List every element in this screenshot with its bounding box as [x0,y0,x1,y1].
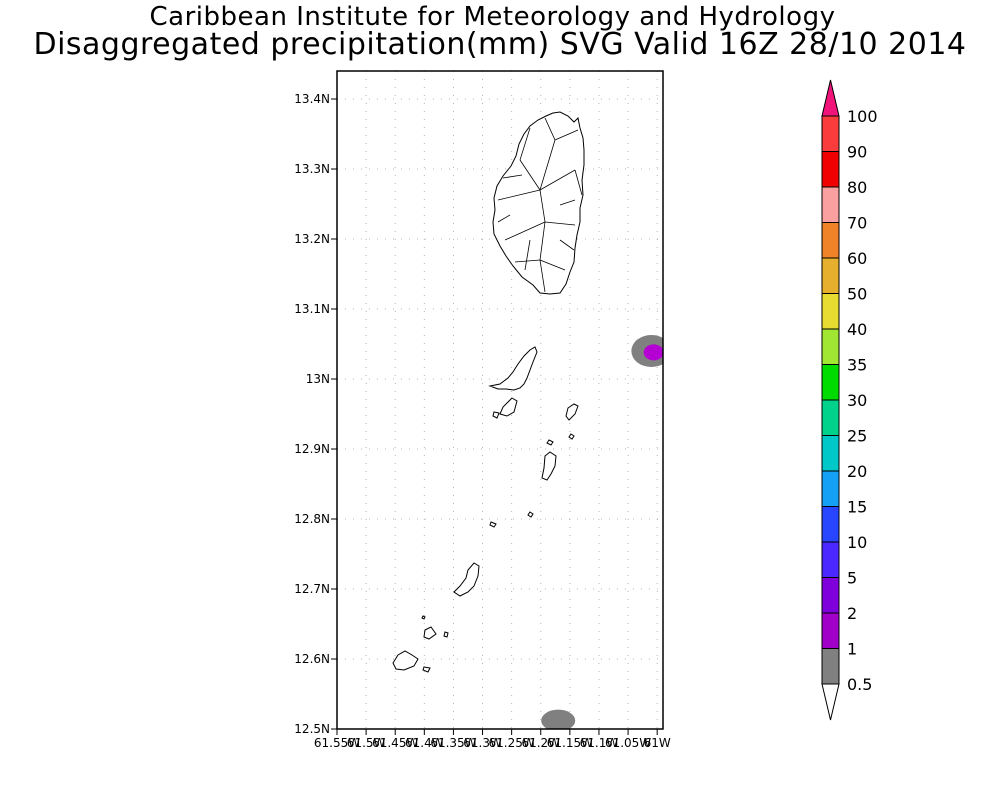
colorbar-boxes [821,79,840,721]
title-line-2: Disaggregated precipitation(mm) SVG Vali… [33,27,967,62]
colorbar-label: 50 [847,285,867,304]
colorbar-label: 15 [847,498,867,517]
colorbar-label: 25 [847,427,867,446]
colorbar-box [821,293,840,330]
lon-tick-label: 61.35W [430,736,476,750]
islet [546,439,554,446]
colorbar-box [821,222,840,259]
islet [443,631,449,638]
islet [527,511,534,518]
title-line-1: Caribbean Institute for Meteorology and … [149,2,836,32]
lon-tick-label: 61.4W [405,736,444,750]
coastline-layer [392,111,585,673]
lon-tick-label: 61.15W [547,736,593,750]
colorbar-box [821,648,840,685]
map-frame [336,70,664,730]
lat-tick-label: 12.8N [294,512,330,526]
colorbar-box [821,506,840,543]
islet [499,397,518,417]
lon-tick-label: 61.25W [489,736,535,750]
colorbar-label: 0.5 [847,675,872,694]
precipitation-area [643,344,663,361]
colorbar-box [821,364,840,401]
colorbar-box [821,435,840,472]
islet [492,411,500,419]
lon-tick-label: 61.5W [347,736,386,750]
colorbar-label: 90 [847,143,867,162]
precipitation-overlay [541,335,663,729]
precipitation-area [541,709,576,729]
carriacou-island [392,650,419,671]
lon-tick-label: 61.2W [521,736,560,750]
lat-tick-label: 12.9N [294,442,330,456]
colorbar-label: 2 [847,604,857,623]
colorbar-label: 40 [847,320,867,339]
colorbar-label: 100 [847,107,878,126]
colorbar-box [821,612,840,649]
lat-tick-label: 13.2N [294,232,330,246]
colorbar-box [821,470,840,507]
lat-tick-label: 13N [306,372,330,386]
colorbar-top-arrow [821,79,840,117]
islet [489,521,497,528]
colorbar-box [821,151,840,188]
islet [423,626,437,640]
colorbar-box [821,328,840,365]
colorbar-box [821,577,840,614]
colorbar-box [821,186,840,223]
colorbar-bottom-arrow [821,683,840,721]
colorbar-box [821,115,840,152]
lat-tick-label: 12.7N [294,582,330,596]
colorbar-label: 70 [847,214,867,233]
colorbar-label: 5 [847,569,857,588]
colorbar-box [821,399,840,436]
lat-tick-label: 12.6N [294,652,330,666]
colorbar-label: 20 [847,462,867,481]
colorbar-label: 1 [847,640,857,659]
lat-tick-label: 12.5N [294,722,330,736]
lat-tick-label: 13.1N [294,302,330,316]
lon-tick-label: 61.45W [372,736,418,750]
lon-tick-label: 61.05W [605,736,651,750]
islet [422,666,431,673]
lon-tick-label: 61.3W [463,736,502,750]
bequia-island [488,346,538,391]
lat-tick-label: 13.3N [294,162,330,176]
lon-tick-label: 61W [644,736,671,750]
colorbar-label: 60 [847,249,867,268]
longitude-axis: 61.55W61.5W61.45W61.4W61.35W61.3W61.25W6… [314,729,671,750]
colorbar-box [821,541,840,578]
colorbar-label: 30 [847,391,867,410]
colorbar-label: 80 [847,178,867,197]
colorbar-box [821,257,840,294]
colorbar-label: 35 [847,356,867,375]
mustique-island [565,403,579,421]
islet [568,433,575,440]
latitude-axis: 12.5N 12.6N 12.7N 12.8N 12.9N 13N 13.1N 13.2N 13… [294,92,337,736]
union-island [453,562,480,597]
lon-tick-label: 61.1W [580,736,619,750]
canouan-island [541,451,557,481]
lon-tick-label: 61.55W [314,736,360,750]
lat-tick-label: 13.4N [294,92,330,106]
st-vincent-island [492,111,585,295]
colorbar-label: 10 [847,533,867,552]
islet [421,615,426,620]
